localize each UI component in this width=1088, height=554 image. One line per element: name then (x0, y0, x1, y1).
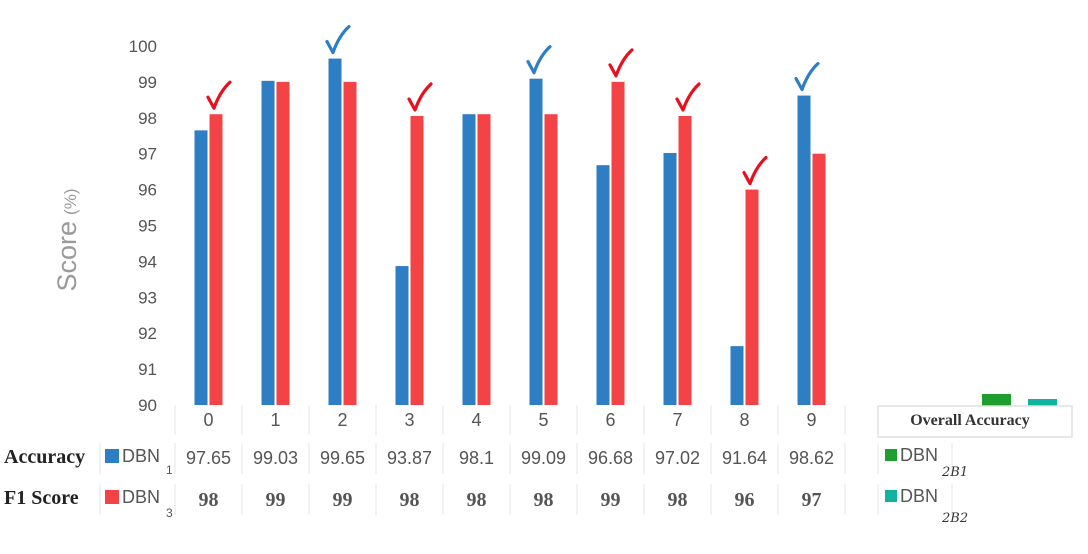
bar-accuracy-6 (596, 165, 610, 405)
overall-legend-swatch-dbn2b1 (885, 449, 897, 461)
bar-f1-9 (812, 153, 826, 405)
check-icon (206, 80, 232, 110)
overall-legend-label-dbn2b2: DBN (900, 486, 938, 506)
f1-score-value: 98 (534, 489, 554, 511)
check-icon (794, 61, 820, 92)
overall-accuracy-title: Overall Accuracy (910, 412, 1030, 429)
bar-accuracy-0 (194, 130, 208, 406)
bar-f1-4 (477, 114, 491, 406)
x-tick-label: 5 (538, 410, 548, 430)
overall-bar-dbn2b1 (982, 394, 1011, 406)
accuracy-value: 99.03 (253, 448, 298, 468)
y-tick-label: 100 (129, 37, 157, 56)
check-icon (675, 82, 701, 112)
bar-accuracy-9 (797, 95, 811, 406)
x-tick-label: 7 (672, 410, 682, 430)
overall-legend-label-dbn2b1: DBN (900, 445, 938, 465)
overall-bar-dbn2b2 (1028, 399, 1057, 406)
overall-accuracy-box (877, 405, 1073, 438)
row-label-f1-score: F1 Score (4, 487, 79, 509)
bar-f1-5 (544, 114, 558, 406)
f1-score-value: 99 (333, 489, 353, 511)
f1-score-value: 98 (400, 489, 420, 511)
bar-accuracy-7 (663, 152, 677, 405)
bars (194, 58, 826, 406)
x-tick-label: 0 (203, 410, 213, 430)
legend-subscript-dbn3: 3 (166, 506, 173, 520)
f1-score-value: 97 (802, 489, 822, 511)
y-tick-label: 90 (138, 396, 157, 415)
data-table: 0 1 2 3 4 5 6 7 8 9 97.65 99.03 99.65 93.87 98.1 99.09 9… (99, 405, 846, 515)
bar-f1-3 (410, 116, 424, 405)
legend-label-dbn3: DBN (122, 487, 160, 507)
legend-swatch-dbn3 (105, 490, 119, 504)
bar-f1-6 (611, 81, 625, 406)
bar-accuracy-4 (462, 114, 476, 406)
accuracy-value: 99.09 (521, 448, 566, 468)
y-tick-label: 91 (138, 360, 157, 379)
bar-accuracy-1 (261, 80, 275, 405)
y-tick-label: 96 (138, 181, 157, 200)
check-icon (742, 156, 768, 186)
check-icon (526, 45, 552, 75)
legend-label-dbn1: DBN (122, 446, 160, 466)
bar-f1-7 (678, 116, 692, 405)
accuracy-value: 91.64 (722, 448, 767, 468)
x-tick-label: 3 (404, 410, 414, 430)
checkmarks (206, 24, 820, 186)
overall-legend-subscript-dbn2b1: 2B1 (941, 465, 968, 480)
bar-accuracy-2 (328, 58, 342, 405)
check-icon (407, 82, 433, 112)
overall-legend-subscript-dbn2b2: 2B2 (941, 511, 968, 526)
bar-f1-8 (745, 189, 759, 405)
y-tick-label: 98 (138, 109, 157, 128)
bar-accuracy-8 (730, 346, 744, 405)
overall-legend-swatch-dbn2b2 (885, 490, 897, 502)
x-tick-label: 1 (270, 410, 280, 430)
row-label-accuracy: Accuracy (4, 446, 85, 468)
y-tick-label: 92 (138, 324, 157, 343)
accuracy-value: 98.1 (459, 448, 494, 468)
x-tick-label: 6 (605, 410, 615, 430)
f1-score-value: 98 (199, 489, 219, 511)
accuracy-value: 99.65 (320, 448, 365, 468)
y-axis-label-unit: (%) (61, 189, 80, 215)
check-icon (325, 24, 351, 55)
bar-f1-1 (276, 81, 290, 406)
accuracy-value: 93.87 (387, 448, 432, 468)
f1-score-value: 96 (735, 489, 755, 511)
y-axis-label-text: Score (52, 221, 82, 292)
y-axis-label: Score (%) (52, 189, 82, 292)
y-tick-label: 97 (138, 145, 157, 164)
y-tick-label: 94 (138, 252, 157, 271)
y-axis-ticks: 90 91 92 93 94 95 96 97 98 99 100 (129, 37, 157, 415)
y-tick-label: 95 (138, 217, 157, 236)
bar-f1-2 (343, 81, 357, 406)
x-tick-label: 2 (337, 410, 347, 430)
legend-subscript-dbn1: 1 (166, 463, 173, 477)
y-tick-label: 93 (138, 288, 157, 307)
accuracy-value: 97.65 (186, 448, 231, 468)
f1-score-value: 99 (266, 489, 286, 511)
bar-f1-0 (209, 114, 223, 406)
f1-score-value: 98 (467, 489, 487, 511)
accuracy-value: 96.68 (588, 448, 633, 468)
f1-score-value: 99 (601, 489, 621, 511)
bar-accuracy-5 (529, 78, 543, 405)
x-tick-label: 8 (739, 410, 749, 430)
f1-score-value: 98 (668, 489, 688, 511)
bar-accuracy-3 (395, 266, 409, 405)
check-icon (608, 48, 634, 78)
accuracy-value: 97.02 (655, 448, 700, 468)
y-tick-label: 99 (138, 73, 157, 92)
x-tick-label: 9 (806, 410, 816, 430)
accuracy-value: 98.62 (789, 448, 834, 468)
legend-swatch-dbn1 (105, 449, 119, 463)
x-tick-label: 4 (471, 410, 481, 430)
